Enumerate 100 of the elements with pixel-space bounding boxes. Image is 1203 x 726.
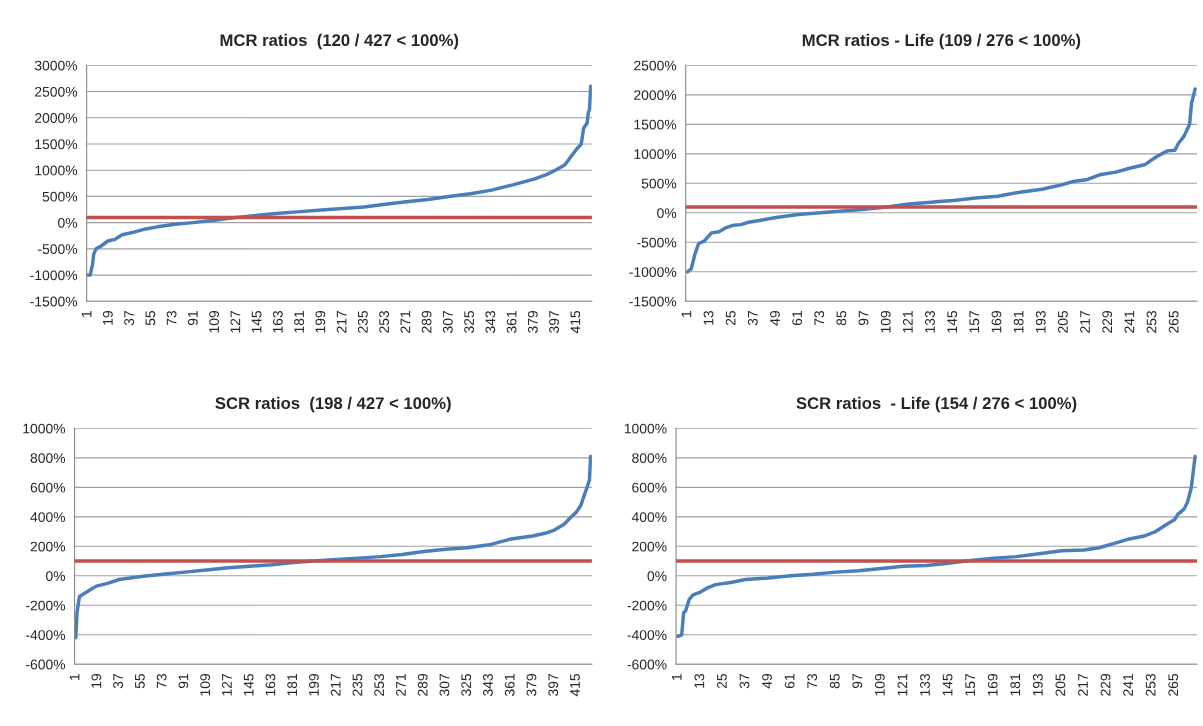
x-tick-label: 61 — [784, 673, 795, 689]
x-tick-label: 121 — [902, 310, 913, 333]
x-tick-label: 193 — [1035, 310, 1046, 333]
y-tick-label: -400% — [26, 630, 66, 640]
x-tick-label: 193 — [1032, 673, 1043, 696]
y-tick-label: -600% — [627, 659, 667, 670]
x-tick-label: 73 — [156, 673, 167, 689]
x-tick-label: 253 — [379, 310, 390, 333]
x-tick-label: 97 — [852, 674, 863, 689]
x-tick-label: 1 — [681, 310, 692, 317]
x-tick-label: 121 — [897, 673, 908, 696]
x-tick-label: 1 — [672, 673, 682, 680]
line-series — [74, 454, 592, 640]
x-tick-label: 307 — [442, 311, 453, 333]
line-series — [676, 454, 1197, 639]
x-tick-label: 361 — [504, 673, 515, 696]
x-tick-label: 97 — [858, 311, 869, 326]
y-tick-label: 2500% — [634, 60, 677, 71]
x-tick-label: 415 — [570, 673, 580, 697]
x-tick-label: 109 — [880, 310, 891, 333]
y-tick-label: 1500% — [634, 119, 677, 130]
x-tick-label: 61 — [792, 310, 803, 326]
x-tick-label: 1 — [69, 673, 80, 680]
x-tick-label: 235 — [352, 673, 363, 696]
y-tick-label: -1000% — [629, 267, 677, 277]
x-tick-label: 1 — [81, 310, 92, 317]
x-tick-label: 265 — [1168, 673, 1179, 696]
y-tick-label: 2000% — [35, 113, 78, 123]
y-tick-label: -200% — [627, 600, 667, 611]
y-tick-label: -500% — [38, 244, 78, 255]
x-tick-label: 217 — [1078, 674, 1088, 696]
x-tick-label: 37 — [124, 311, 135, 326]
y-tick-label: 200% — [632, 541, 667, 552]
y-tick-label: 1000% — [35, 165, 78, 176]
line-series — [86, 84, 592, 277]
x-tick-label: 145 — [942, 673, 953, 696]
x-tick-label: 85 — [836, 310, 847, 326]
y-tick-label: -1500% — [629, 296, 677, 307]
y-tick-label: -400% — [627, 630, 667, 640]
x-tick-label: 253 — [1146, 310, 1157, 333]
x-tick-label: 145 — [243, 673, 254, 696]
y-tick-label: 500% — [42, 191, 78, 202]
x-tick-label: 271 — [396, 673, 406, 696]
y-tick-label: 0% — [647, 571, 667, 581]
line-series — [685, 87, 1197, 274]
y-tick-label: 3000% — [34, 60, 78, 71]
x-tick-label: 37 — [739, 674, 750, 689]
x-tick-label: 49 — [770, 310, 780, 326]
x-tick-label: 343 — [483, 673, 493, 696]
chart-title: SCR ratios (198 / 427 < 100%) — [215, 396, 451, 413]
x-tick-label: 85 — [829, 673, 840, 689]
x-tick-label: 73 — [807, 673, 818, 689]
chart-title: MCR ratios - Life (109 / 276 < 100%) — [802, 33, 1081, 50]
y-tick-label: 1000% — [624, 423, 667, 434]
x-tick-label: 13 — [703, 310, 714, 325]
x-tick-label: 235 — [357, 310, 368, 333]
x-tick-label: 91 — [187, 310, 198, 326]
x-tick-label: 181 — [1010, 673, 1021, 696]
y-tick-label: 200% — [30, 541, 66, 552]
x-tick-label: 343 — [485, 310, 496, 333]
x-tick-label: 25 — [716, 673, 727, 689]
x-tick-label: 91 — [178, 673, 189, 689]
x-tick-label: 181 — [1013, 310, 1024, 333]
x-tick-label: 265 — [1168, 310, 1179, 333]
y-tick-label: 0% — [46, 571, 66, 581]
x-tick-label: 241 — [1124, 310, 1135, 333]
x-tick-label: 37 — [747, 311, 758, 326]
x-tick-label: 205 — [1057, 310, 1068, 333]
x-tick-label: 253 — [1145, 673, 1156, 696]
y-tick-label: 600% — [632, 482, 667, 493]
x-tick-label: 289 — [417, 673, 428, 696]
x-tick-label: 37 — [113, 674, 124, 689]
x-tick-label: 73 — [166, 310, 177, 326]
y-tick-label: 800% — [632, 453, 667, 463]
y-tick-label: -200% — [26, 600, 66, 611]
x-tick-label: 157 — [969, 311, 980, 333]
x-tick-label: 229 — [1100, 673, 1111, 696]
x-tick-label: 241 — [1123, 673, 1133, 696]
x-tick-label: 109 — [874, 673, 885, 696]
x-tick-label: 289 — [421, 310, 432, 333]
y-tick-label: 600% — [30, 482, 66, 493]
y-tick-label: 0% — [58, 217, 78, 228]
chart-title: SCR ratios - Life (154 / 276 < 100%) — [796, 396, 1077, 413]
x-tick-label: 169 — [991, 310, 1002, 333]
y-tick-label: -1500% — [30, 296, 78, 307]
x-tick-label: 217 — [330, 674, 341, 696]
x-tick-label: 205 — [1055, 673, 1066, 696]
y-tick-label: -1000% — [30, 270, 78, 281]
x-tick-label: 271 — [400, 310, 411, 333]
x-tick-label: 127 — [221, 674, 232, 696]
x-tick-label: 181 — [287, 673, 298, 696]
x-tick-label: 181 — [294, 310, 305, 333]
y-tick-label: 500% — [641, 178, 677, 189]
x-tick-label: 379 — [526, 673, 537, 696]
x-tick-label: 325 — [464, 310, 475, 333]
x-tick-label: 163 — [265, 673, 276, 696]
x-tick-label: 163 — [272, 310, 283, 333]
x-tick-label: 361 — [506, 310, 517, 333]
y-tick-label: 2000% — [634, 90, 677, 100]
x-tick-label: 19 — [102, 310, 113, 325]
